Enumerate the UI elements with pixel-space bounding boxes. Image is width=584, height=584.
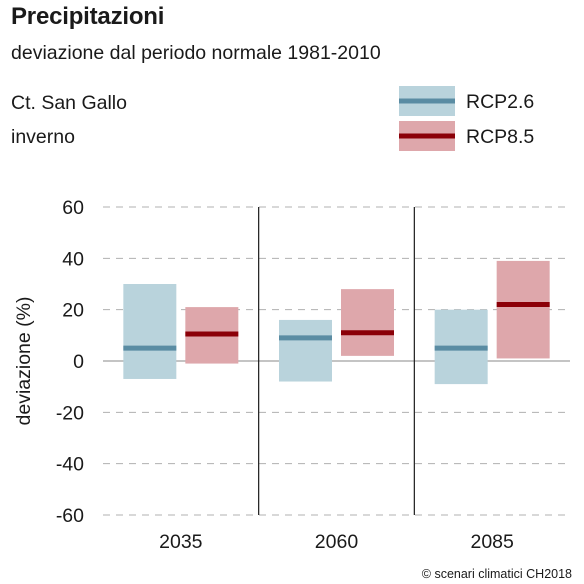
season-label: inverno (11, 126, 75, 148)
y-tick-label: -20 (56, 402, 84, 424)
legend-label-rcp85: RCP8.5 (466, 126, 534, 148)
range-box-rcp26-2060 (279, 319, 332, 382)
y-tick-label: 20 (62, 300, 84, 322)
y-tick-label: 40 (62, 248, 84, 270)
y-tick-label: 0 (73, 351, 84, 373)
range-box-rcp85-2085 (496, 260, 550, 359)
x-tick-label: 2085 (470, 531, 514, 553)
x-tick-label: 2035 (159, 531, 203, 553)
legend-label-rcp26: RCP2.6 (466, 91, 534, 113)
y-tick-label: -60 (56, 505, 84, 527)
chart-subtitle: deviazione dal periodo normale 1981-2010 (11, 42, 381, 64)
y-tick-label: 60 (62, 197, 84, 219)
range-box-rcp85-2060 (341, 289, 394, 356)
range-box-rcp26-2035 (123, 284, 177, 379)
x-tick-label: 2060 (315, 531, 359, 553)
y-tick-label: -40 (56, 454, 84, 476)
chart-title: Precipitazioni (11, 3, 165, 30)
y-axis-label: deviazione (%) (13, 297, 35, 426)
credit-text: © scenari climatici CH2018 (421, 567, 572, 581)
region-label: Ct. San Gallo (11, 92, 127, 114)
